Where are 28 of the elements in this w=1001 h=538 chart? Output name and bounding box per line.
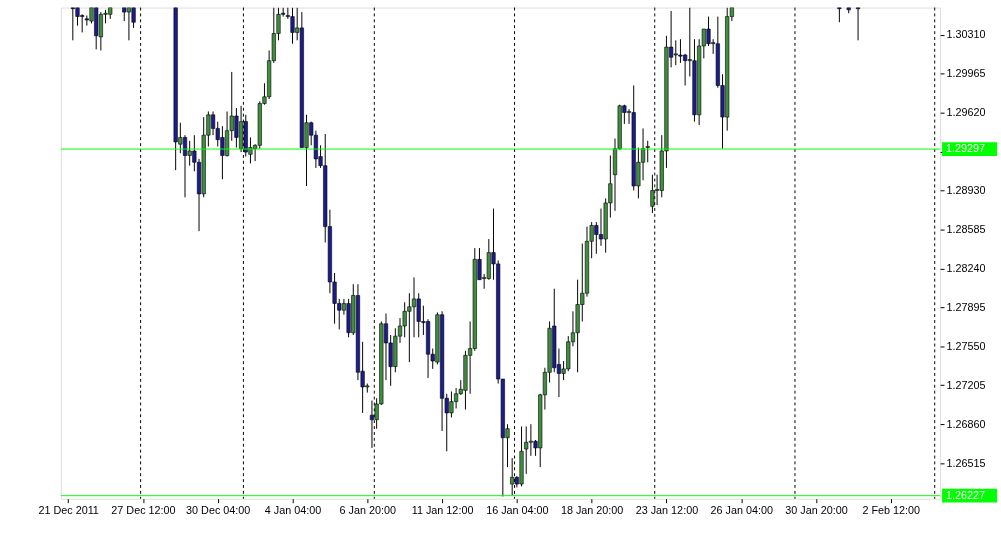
y-tick-label: 1.26860 [946,417,986,430]
x-tick-label: 23 Jan 12:00 [635,503,699,516]
y-tick-label: 1.30310 [946,28,986,41]
x-tick-label: 30 Jan 20:00 [785,503,848,516]
x-tick-label: 18 Jan 20:00 [560,503,624,516]
y-tick-label: 1.27550 [946,339,986,352]
ref-line-label: 1.29297 [945,142,986,154]
y-tick-label: 1.29965 [946,67,986,80]
y-tick-label: 1.28585 [946,222,986,235]
x-tick-label: 6 Jan 20:00 [339,503,396,516]
candlestick [524,425,529,475]
candlestick [210,110,216,136]
x-tick-label: 2 Feb 12:00 [862,503,921,516]
x-tick-label: 4 Jan 04:00 [264,503,322,516]
x-tick-label: 26 Jan 04:00 [710,503,773,516]
x-tick-label: 21 Dec 2011 [38,503,99,516]
y-tick-label: 1.29620 [946,106,986,119]
y-tick-label: 1.27895 [946,300,986,313]
y-tick-label: 1.28240 [946,261,986,274]
x-tick-label: 27 Dec 12:00 [111,503,176,516]
candlestick [411,276,417,338]
y-tick-label: 1.26515 [946,456,986,469]
ref-line-label: 1.26227 [945,488,986,501]
x-tick-label: 11 Jan 12:00 [411,503,474,516]
x-tick-label: 30 Dec 04:00 [186,503,251,516]
y-tick-label: 1.28930 [946,183,986,196]
x-tick-label: 16 Jan 04:00 [486,503,549,516]
y-tick-label: 1.27205 [946,378,986,391]
